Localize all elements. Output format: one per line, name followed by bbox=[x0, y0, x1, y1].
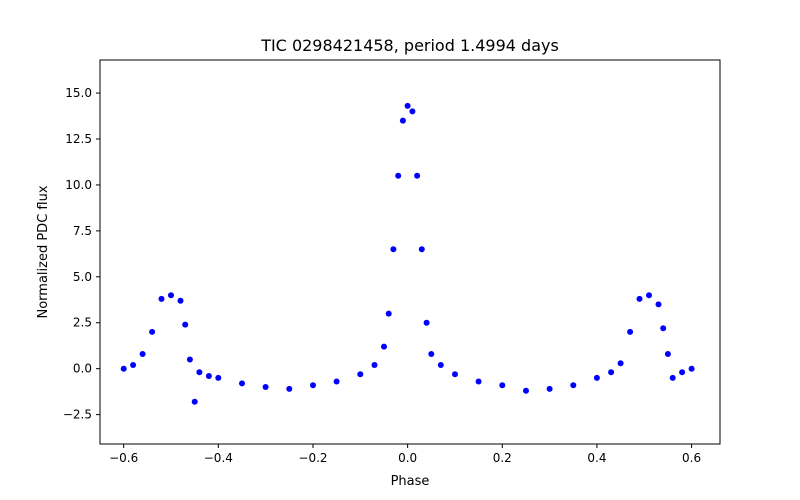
data-point bbox=[177, 297, 184, 304]
data-point bbox=[593, 374, 600, 381]
data-point bbox=[385, 310, 392, 317]
y-tick-label: 15.0 bbox=[65, 86, 92, 100]
data-point bbox=[617, 360, 624, 367]
data-point bbox=[523, 387, 529, 394]
x-tick-label: 0.6 bbox=[682, 451, 701, 465]
data-point bbox=[205, 373, 212, 379]
data-point bbox=[158, 295, 165, 302]
data-point bbox=[646, 292, 652, 299]
data-point bbox=[428, 351, 435, 357]
y-tick-label: 0.0 bbox=[73, 362, 92, 376]
y-tick-label: 12.5 bbox=[65, 132, 92, 146]
data-point bbox=[418, 246, 425, 253]
data-point bbox=[130, 362, 137, 368]
data-point bbox=[239, 380, 245, 387]
data-point bbox=[655, 301, 662, 308]
data-point bbox=[182, 321, 189, 328]
data-point bbox=[608, 369, 615, 376]
data-point bbox=[499, 382, 506, 389]
y-tick-label: 7.5 bbox=[73, 224, 92, 238]
data-point bbox=[627, 328, 634, 335]
data-point bbox=[149, 328, 156, 335]
data-point bbox=[120, 365, 127, 372]
data-point bbox=[679, 369, 686, 376]
data-point bbox=[186, 356, 193, 363]
x-tick-label: 0.0 bbox=[398, 451, 417, 465]
x-axis-ticks: −0.6 −0.4 −0.2 0.0 0.2 0.4 0.6 bbox=[109, 444, 701, 465]
x-tick-label: 0.4 bbox=[587, 451, 606, 465]
plot-area bbox=[100, 60, 720, 444]
data-point bbox=[310, 382, 316, 389]
y-tick-label: −2.5 bbox=[63, 408, 92, 422]
data-point bbox=[660, 325, 667, 332]
plot-frame bbox=[99, 59, 721, 445]
data-point bbox=[475, 378, 482, 385]
data-point bbox=[357, 371, 364, 378]
data-point bbox=[262, 384, 269, 390]
data-point bbox=[381, 343, 387, 350]
x-tick-label: 0.2 bbox=[493, 451, 512, 465]
data-points bbox=[120, 102, 695, 405]
y-axis-ticks: −2.5 0.0 2.5 5.0 7.5 10.0 12.5 15.0 bbox=[63, 86, 100, 422]
data-point bbox=[546, 385, 553, 392]
data-point bbox=[371, 362, 378, 368]
data-point bbox=[688, 365, 695, 372]
data-point bbox=[333, 378, 340, 385]
x-tick-label: −0.6 bbox=[109, 451, 138, 465]
data-point bbox=[669, 374, 676, 381]
data-point bbox=[452, 371, 458, 378]
data-point bbox=[168, 292, 174, 299]
data-point bbox=[409, 108, 416, 115]
y-tick-label: 2.5 bbox=[73, 316, 92, 330]
data-point bbox=[286, 385, 293, 392]
data-point bbox=[196, 369, 203, 376]
data-point bbox=[404, 102, 411, 109]
x-tick-label: −0.2 bbox=[298, 451, 327, 465]
data-point bbox=[664, 351, 671, 357]
data-point bbox=[191, 398, 198, 405]
data-point bbox=[414, 172, 421, 179]
data-point bbox=[215, 374, 222, 381]
data-point bbox=[390, 246, 397, 253]
chart-title: TIC 0298421458, period 1.4994 days bbox=[260, 36, 559, 55]
data-point bbox=[423, 319, 430, 326]
data-point bbox=[395, 172, 402, 179]
data-point bbox=[437, 362, 444, 368]
data-point bbox=[139, 351, 146, 357]
x-axis-label: Phase bbox=[391, 474, 430, 489]
data-point bbox=[636, 295, 643, 302]
y-axis-label: Normalized PDC flux bbox=[36, 185, 51, 318]
y-tick-label: 10.0 bbox=[65, 178, 92, 192]
data-point bbox=[399, 117, 406, 124]
x-tick-label: −0.4 bbox=[204, 451, 233, 465]
data-point bbox=[570, 382, 577, 389]
y-tick-label: 5.0 bbox=[73, 270, 92, 284]
